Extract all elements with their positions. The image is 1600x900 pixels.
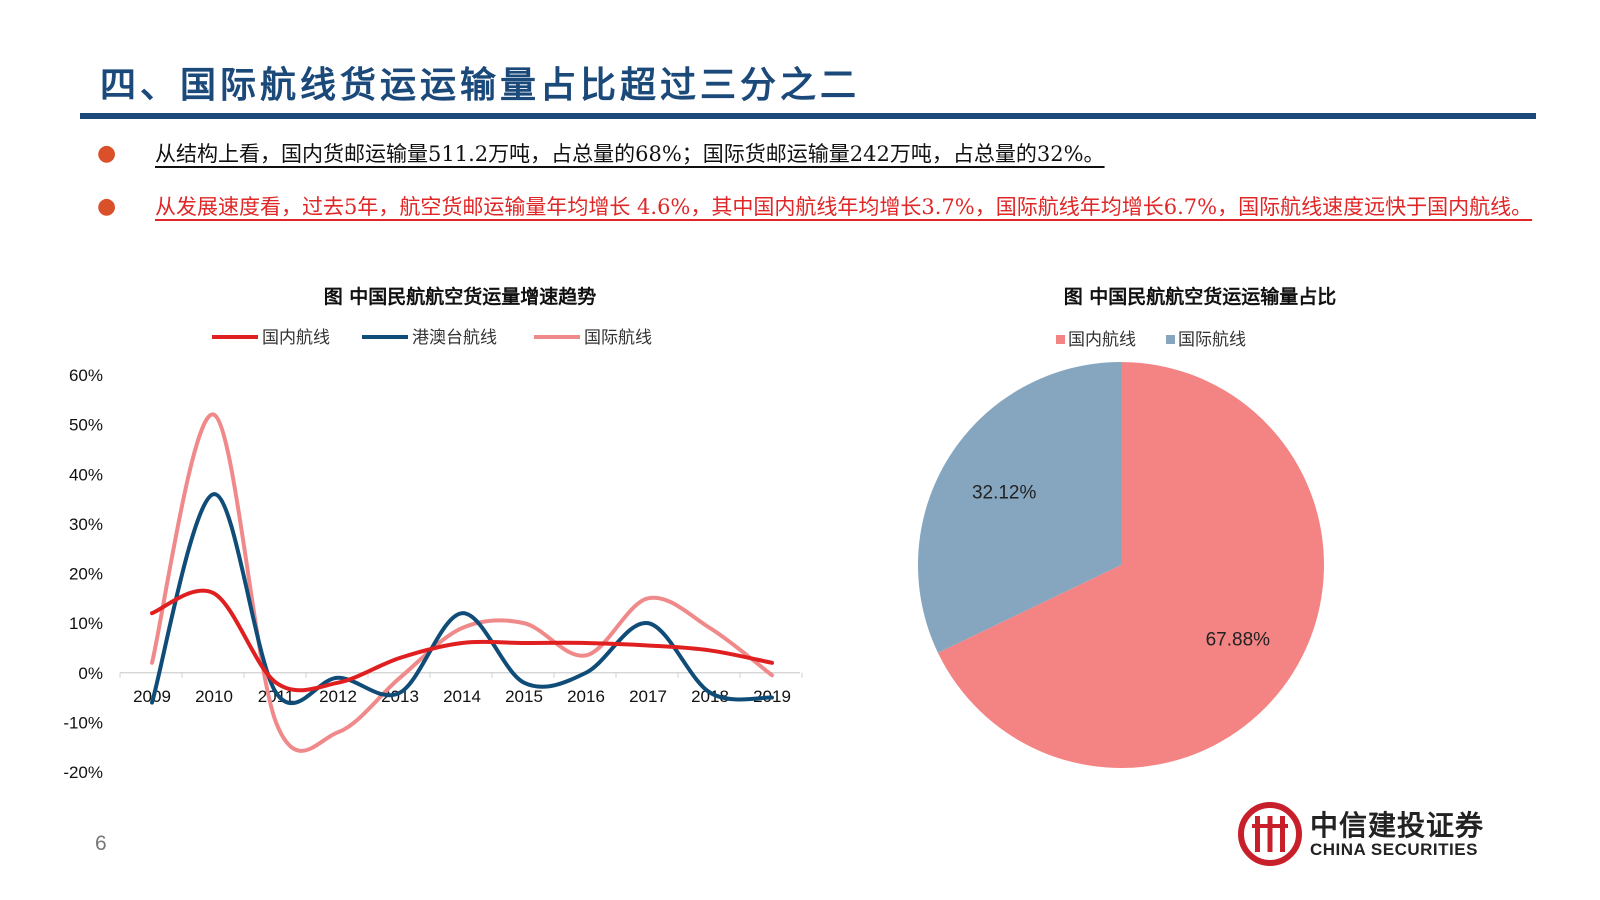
bullet-growth: ● 从发展速度看，过去5年，航空货邮运输量年均增长 4.6%，其中国内航线年均增… bbox=[97, 184, 1535, 230]
y-tick-label: 10% bbox=[69, 614, 103, 633]
x-tick-label: 2012 bbox=[319, 687, 357, 706]
citic-logo-icon bbox=[1238, 802, 1302, 866]
x-tick-label: 2018 bbox=[691, 687, 729, 706]
bullet-structure-text: 从结构上看，国内货邮运输量511.2万吨，占总量的68%；国际货邮运输量242万… bbox=[155, 142, 1105, 166]
legend-label: 国内航线 bbox=[1068, 330, 1136, 350]
y-tick-label: 20% bbox=[69, 565, 103, 584]
y-tick-label: -10% bbox=[63, 713, 103, 732]
pie-data-label: 32.12% bbox=[972, 482, 1037, 503]
pie-chart: 67.88% 32.12% 国内航线 国际航线 bbox=[918, 330, 1324, 768]
pie-data-label: 67.88% bbox=[1206, 630, 1271, 651]
x-tick-label: 2015 bbox=[505, 687, 543, 706]
y-tick-label: -20% bbox=[63, 763, 103, 782]
pie-chart-title: 图 中国民航航空货运运输量占比 bbox=[1063, 286, 1337, 308]
y-tick-label: 30% bbox=[69, 515, 103, 534]
logo-name-en: CHINA SECURITIES bbox=[1310, 840, 1478, 859]
dot-icon: ● bbox=[97, 194, 117, 219]
page-title: 四、国际航线货运运输量占比超过三分之二 bbox=[100, 65, 861, 106]
series-line-0 bbox=[150, 588, 774, 693]
series-line-2 bbox=[150, 412, 774, 753]
legend-label: 国际航线 bbox=[584, 328, 652, 348]
dot-icon: ● bbox=[97, 141, 117, 166]
legend-label: 国际航线 bbox=[1178, 330, 1246, 350]
x-tick-label: 2010 bbox=[195, 687, 233, 706]
title-divider bbox=[80, 113, 1536, 119]
legend-label: 港澳台航线 bbox=[412, 328, 497, 348]
line-chart-title: 图 中国民航航空货运量增速趋势 bbox=[323, 286, 597, 308]
bullet-structure: ● 从结构上看，国内货邮运输量511.2万吨，占总量的68%；国际货邮运输量24… bbox=[97, 131, 1535, 177]
legend-swatch bbox=[1166, 335, 1175, 344]
x-tick-label: 2016 bbox=[567, 687, 605, 706]
y-tick-label: 0% bbox=[78, 664, 103, 683]
legend-swatch bbox=[1056, 335, 1065, 344]
company-logo: 中信建投证券 CHINA SECURITIES bbox=[1238, 802, 1498, 866]
x-tick-label: 2013 bbox=[381, 687, 419, 706]
legend-label: 国内航线 bbox=[262, 328, 330, 348]
x-tick-label: 2014 bbox=[443, 687, 481, 706]
y-tick-label: 40% bbox=[69, 465, 103, 484]
line-chart: 60%50%40%30%20%10%0%-10%-20%2009 2010 2011… bbox=[63, 328, 803, 782]
y-tick-label: 50% bbox=[69, 416, 103, 435]
pie-slice-1 bbox=[918, 362, 1121, 653]
bullet-growth-text: 从发展速度看，过去5年，航空货邮运输量年均增长 4.6%，其中国内航线年均增长3… bbox=[155, 195, 1533, 219]
page-number: 6 bbox=[95, 832, 107, 855]
y-tick-label: 60% bbox=[69, 366, 103, 385]
pie-slice-0 bbox=[937, 362, 1324, 768]
series-line-1 bbox=[150, 492, 774, 706]
x-tick-label: 2017 bbox=[629, 687, 667, 706]
logo-name-cn: 中信建投证券 bbox=[1310, 809, 1485, 842]
